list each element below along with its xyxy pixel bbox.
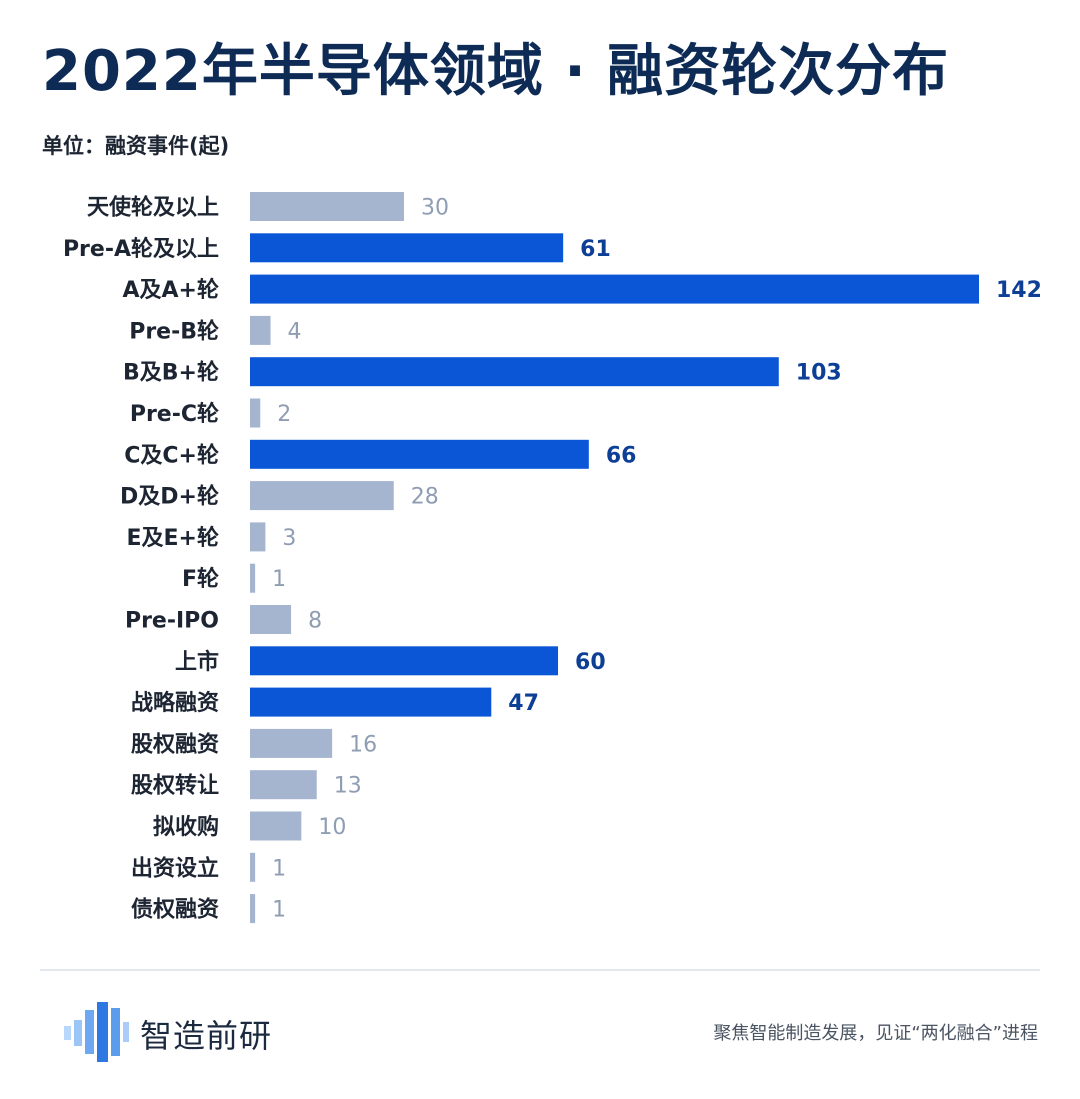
value-label: 3 <box>282 526 296 551</box>
value-label: 103 <box>796 361 842 386</box>
value-label: 13 <box>334 774 362 799</box>
category-label: B及B+轮 <box>123 360 219 386</box>
footer-divider <box>40 969 1040 971</box>
bar <box>250 315 271 345</box>
value-label: 28 <box>411 485 439 510</box>
category-label: F轮 <box>182 566 219 592</box>
bar <box>250 687 492 717</box>
category-label: C及C+轮 <box>124 442 219 468</box>
value-label: 8 <box>308 609 322 634</box>
category-label: 上市 <box>175 649 219 675</box>
value-label: 47 <box>508 691 539 716</box>
category-label: 股权融资 <box>131 731 219 757</box>
category-label: Pre-A轮及以上 <box>63 236 219 262</box>
value-label: 10 <box>318 815 346 840</box>
category-label: A及A+轮 <box>123 277 220 303</box>
value-label: 30 <box>421 196 449 221</box>
bar <box>250 398 261 428</box>
bar <box>250 274 979 304</box>
bar-chart: 天使轮及以上 30 Pre-A轮及以上 61 A及A+轮 142 Pre-B轮 4 B及B+轮 1… <box>63 192 1042 924</box>
bar <box>250 894 256 924</box>
value-label: 2 <box>277 402 291 427</box>
bar <box>250 233 564 263</box>
unit-label: 单位：融资事件(起) <box>42 134 230 158</box>
bar <box>250 563 256 593</box>
bar <box>250 522 266 552</box>
bar <box>250 770 317 800</box>
category-label: Pre-B轮 <box>129 318 219 344</box>
chart-title: 2022年半导体领域 · 融资轮次分布 <box>42 39 950 104</box>
value-label: 1 <box>272 567 286 592</box>
category-label: 股权转让 <box>131 773 219 799</box>
value-label: 61 <box>580 237 611 262</box>
bar <box>250 605 292 634</box>
bar-wave-logo-icon <box>64 1002 129 1062</box>
value-label: 66 <box>606 443 637 468</box>
value-label: 16 <box>349 732 377 757</box>
category-label: E及E+轮 <box>127 525 220 551</box>
category-label: 债权融资 <box>131 897 219 923</box>
bar <box>250 439 589 469</box>
bar <box>250 728 333 758</box>
value-label: 142 <box>996 278 1042 303</box>
category-label: D及D+轮 <box>120 484 219 510</box>
value-label: 1 <box>272 856 286 881</box>
category-label: Pre-IPO <box>125 609 219 634</box>
bar <box>250 481 394 511</box>
category-label: 拟收购 <box>153 814 219 840</box>
bar <box>250 192 405 221</box>
category-label: 天使轮及以上 <box>87 195 219 221</box>
category-label: 战略融资 <box>131 690 219 716</box>
category-label: 出资设立 <box>131 855 219 881</box>
brand-name: 智造前研 <box>140 1017 273 1055</box>
category-label: Pre-C轮 <box>130 401 219 427</box>
value-label: 60 <box>575 650 606 675</box>
value-label: 4 <box>288 319 302 344</box>
bar <box>250 357 779 387</box>
bar <box>250 811 302 841</box>
bar <box>250 646 559 676</box>
footer-slogan: 聚焦智能制造发展，见证“两化融合”进程 <box>713 1023 1038 1044</box>
bar <box>250 852 256 882</box>
value-label: 1 <box>272 898 286 923</box>
